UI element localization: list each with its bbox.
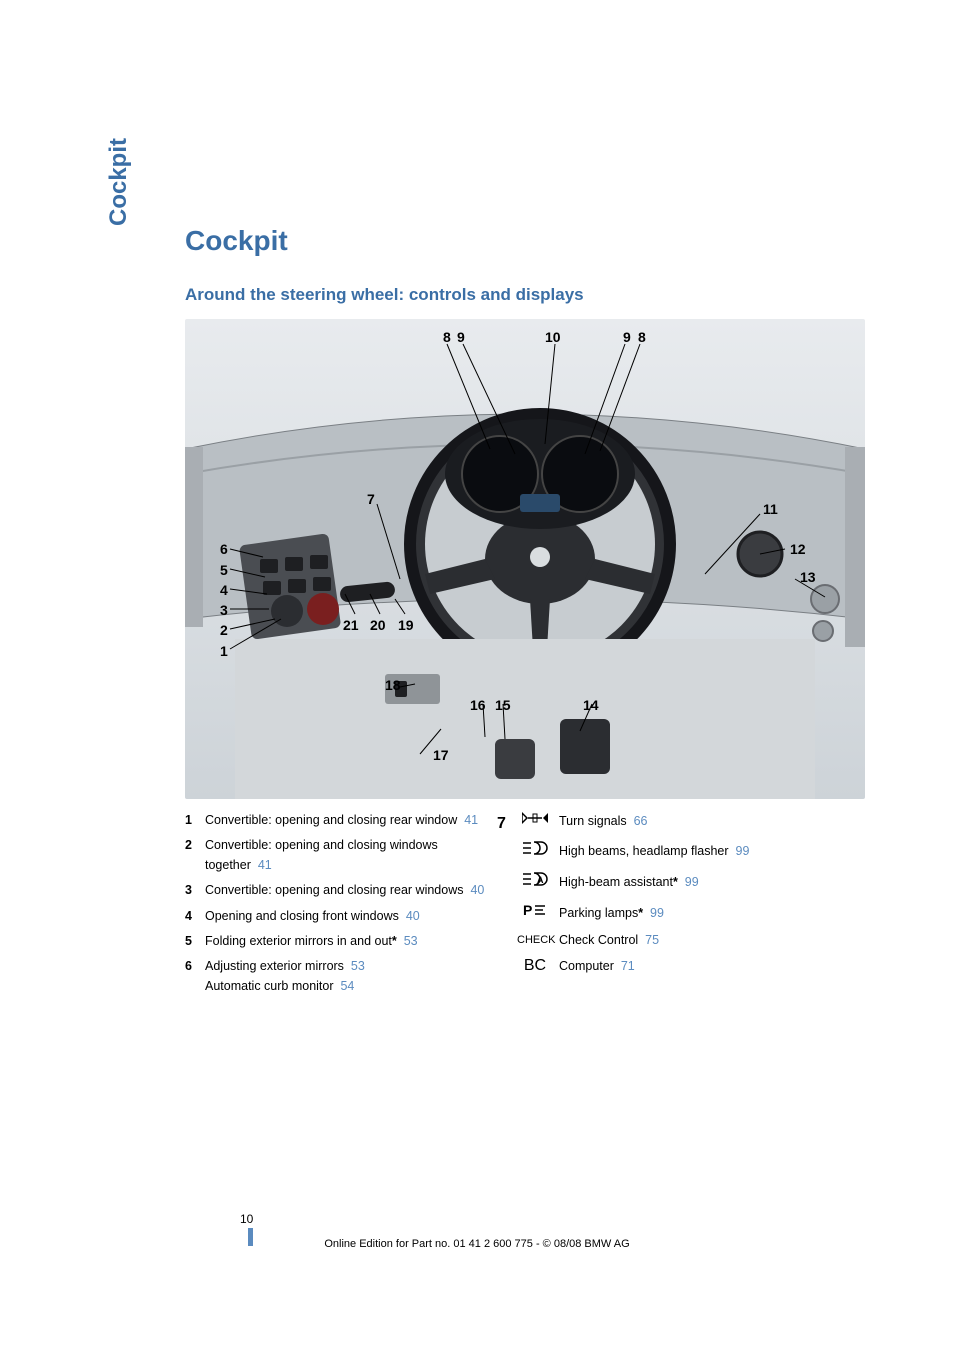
diagram-callout: 8 [443,329,451,345]
legend-glyph-icon: BC [517,957,553,975]
right-icon-rows: Turn signals 66 High beams, headlamp flas… [517,811,837,985]
diagram-callout: 15 [495,697,511,713]
callout-text: Opening and closing front windows [205,909,399,923]
page-ref-link[interactable]: 53 [404,934,418,948]
callout-text: Adjusting exterior mirrors [205,959,344,973]
page-ref-link[interactable]: 40 [406,909,420,923]
icon-legend-row: P Parking lamps* 99 [517,902,837,923]
callout-text: Automatic curb monitor [205,979,334,993]
callout-item: 2Convertible: opening and closing window… [185,836,485,875]
diagram-callout: 21 [343,617,359,633]
legend-text: Check Control [559,933,638,947]
page-number: 10 [240,1212,253,1226]
callout-item: 3Convertible: opening and closing rear w… [185,881,485,900]
page-ref-link[interactable]: 99 [685,875,699,889]
icon-legend-row: CHECK Check Control 75 [517,933,837,947]
diagram-callout: 2 [220,622,228,638]
callout-text: Folding exterior mirrors in and out [205,934,392,948]
svg-text:A: A [537,875,544,885]
page-ref-link[interactable]: 53 [351,959,365,973]
legend-text: Computer [559,959,614,973]
callout-text-cell: Adjusting exterior mirrors 53 Automatic c… [205,957,485,996]
svg-text:P: P [523,902,532,918]
page-ref-link[interactable]: 99 [650,906,664,920]
page-ref-link[interactable]: 41 [464,813,478,827]
diagram-callout: 16 [470,697,486,713]
page-ref-link[interactable]: 54 [340,979,354,993]
diagram-callout: 13 [800,569,816,585]
legend-glyph-icon [517,840,553,861]
optional-star-icon: * [392,934,397,948]
diagram-callout: 18 [385,677,401,693]
page: Cockpit Cockpit Around the steering whee… [0,0,954,1350]
callout-number: 5 [185,932,205,951]
callout-number: 2 [185,836,205,875]
section-title: Around the steering wheel: controls and … [185,285,865,305]
diagram-callout: 12 [790,541,806,557]
callout-text: Convertible: opening and closing rear wi… [205,883,463,897]
legend-glyph-icon: CHECK [517,934,553,946]
diagram-callout: 6 [220,541,228,557]
diagram-callout: 19 [398,617,414,633]
callout-text-cell: Folding exterior mirrors in and out* 53 [205,932,485,951]
content-area: Cockpit Around the steering wheel: contr… [185,225,865,1002]
icon-legend-row: High beams, headlamp flasher 99 [517,840,837,861]
callout-text: Convertible: opening and closing windows… [205,838,438,871]
diagram-callout: 8 [638,329,646,345]
legend-glyph-icon: A [517,871,553,892]
legend-text: Parking lamps [559,906,638,920]
legend-glyph-icon: P [517,902,553,923]
diagram-callout: 14 [583,697,599,713]
legend-text: High-beam assistant [559,875,673,889]
cockpit-diagram: 8 9 10 9 8 7 6 5 4 3 2 1 11 12 13 14 15 … [185,319,865,799]
footer-text: Online Edition for Part no. 01 41 2 600 … [0,1238,954,1250]
diagram-callout: 11 [763,501,778,517]
callout-number: 6 [185,957,205,996]
callout-number: 3 [185,881,205,900]
diagram-callout: 1 [220,643,228,659]
right-callout-block: 7 Turn signals 66 High beams, headlamp fl… [497,811,837,1002]
optional-star-icon: * [638,906,643,920]
diagram-callout: 9 [623,329,631,345]
callout-text-cell: Convertible: opening and closing rear wi… [205,881,485,900]
callout-item: 1Convertible: opening and closing rear w… [185,811,485,830]
page-ref-link[interactable]: 41 [258,858,272,872]
diagram-callout: 4 [220,582,228,598]
callout-text-cell: Convertible: opening and closing rear wi… [205,811,485,830]
legend-glyph-icon [517,811,553,830]
page-title: Cockpit [185,225,865,257]
page-ref-link[interactable]: 40 [470,883,484,897]
icon-legend-row: Turn signals 66 [517,811,837,830]
cockpit-svg [185,319,865,799]
legend-text: Turn signals [559,814,627,828]
callout-number: 4 [185,907,205,926]
right-callout-number: 7 [497,811,517,985]
callout-item: 5Folding exterior mirrors in and out* 53 [185,932,485,951]
callout-text: Convertible: opening and closing rear wi… [205,813,457,827]
page-ref-link[interactable]: 99 [736,844,750,858]
legend-text: High beams, headlamp flasher [559,844,729,858]
icon-legend-row: BC Computer 71 [517,957,837,975]
icon-legend-row: A High-beam assistant* 99 [517,871,837,892]
diagram-callout: 20 [370,617,386,633]
diagram-callout: 17 [433,747,449,763]
diagram-callout: 10 [545,329,561,345]
callout-item: 4Opening and closing front windows 40 [185,907,485,926]
legend-columns: 1Convertible: opening and closing rear w… [185,811,865,1002]
callout-number: 1 [185,811,205,830]
page-ref-link[interactable]: 75 [645,933,659,947]
diagram-callout: 9 [457,329,465,345]
left-callout-list: 1Convertible: opening and closing rear w… [185,811,485,1002]
page-ref-link[interactable]: 71 [621,959,635,973]
callout-item: 6Adjusting exterior mirrors 53 Automatic … [185,957,485,996]
diagram-callout: 5 [220,562,228,578]
diagram-callout: 3 [220,602,228,618]
callout-text-cell: Convertible: opening and closing windows… [205,836,485,875]
optional-star-icon: * [673,875,678,889]
page-ref-link[interactable]: 66 [634,814,648,828]
side-tab-label: Cockpit [105,138,133,226]
diagram-callout: 7 [367,491,375,507]
callout-text-cell: Opening and closing front windows 40 [205,907,485,926]
